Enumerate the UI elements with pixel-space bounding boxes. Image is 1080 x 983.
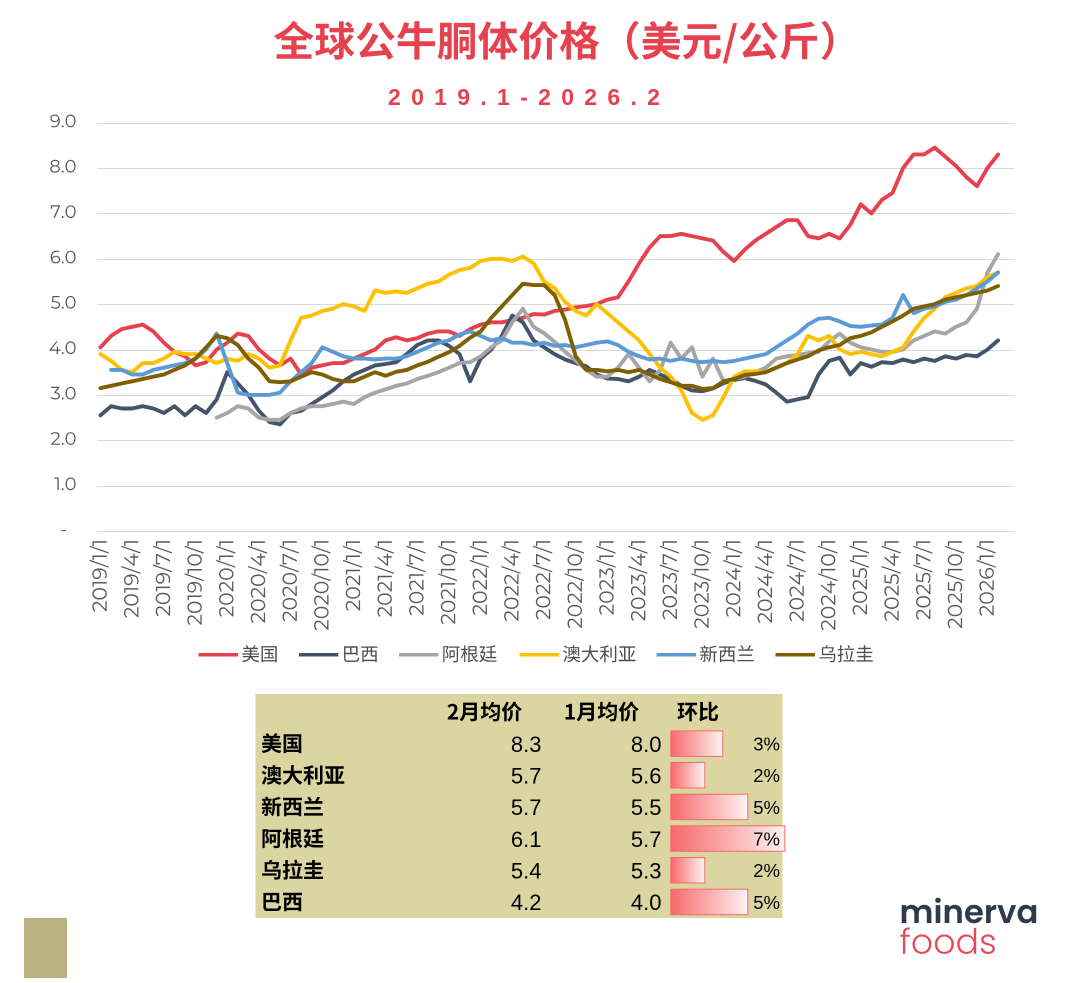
svg-text:8.0: 8.0 (631, 732, 662, 757)
svg-text:4.2: 4.2 (511, 890, 542, 915)
svg-text:5%: 5% (753, 797, 780, 818)
svg-text:5.7: 5.7 (631, 827, 662, 852)
svg-text:2%: 2% (753, 765, 780, 786)
svg-text:5.7: 5.7 (511, 795, 542, 820)
svg-text:2%: 2% (753, 860, 780, 881)
svg-text:8.3: 8.3 (511, 732, 542, 757)
svg-text:5.4: 5.4 (511, 858, 542, 883)
svg-text:5.7: 5.7 (511, 764, 542, 789)
svg-text:4.0: 4.0 (631, 890, 662, 915)
svg-text:5.6: 5.6 (631, 764, 662, 789)
svg-text:5.3: 5.3 (631, 858, 662, 883)
svg-text:7%: 7% (753, 829, 780, 850)
svg-text:3%: 3% (753, 734, 780, 755)
svg-text:2019.1-2026.2: 2019.1-2026.2 (388, 84, 670, 110)
svg-text:6.1: 6.1 (511, 827, 542, 852)
svg-text:5%: 5% (753, 892, 780, 913)
svg-text:5.5: 5.5 (631, 795, 662, 820)
